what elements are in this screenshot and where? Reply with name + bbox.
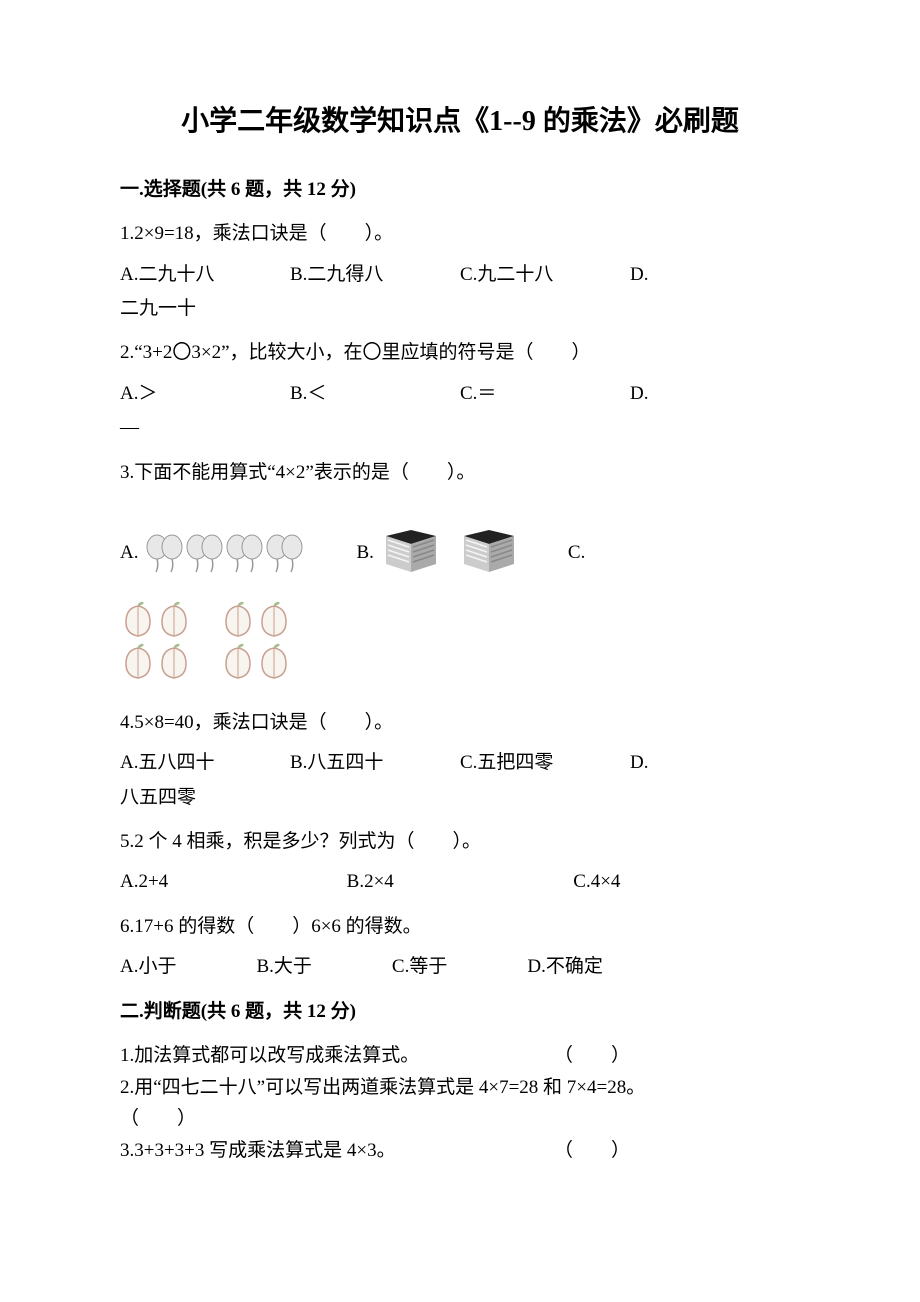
q1-opt-d: D. (630, 260, 800, 290)
s2-q2-text: 2.用“四七二十八”可以写出两道乘法算式是 4×7=28 和 7×4=28。 (120, 1077, 645, 1098)
q6-opt-c: C.等于 (392, 952, 447, 982)
q1-options: A.二九十八 B.二九得八 C.九二十八 D. 二九一十 (120, 260, 800, 325)
q2-opt-b: B.＜ (290, 379, 460, 409)
q1-opt-b: B.二九得八 (290, 260, 460, 290)
q3-text: 3.下面不能用算式“4×2”表示的是（ ）。 (120, 458, 800, 488)
s2-q2: 2.用“四七二十八”可以写出两道乘法算式是 4×7=28 和 7×4=28。 (120, 1073, 800, 1103)
s2-q3: 3.3+3+3+3 写成乘法算式是 4×3。 （ ） (120, 1136, 800, 1166)
peach-block-icon (120, 598, 800, 680)
s2-q1-text: 1.加法算式都可以改写成乘法算式。 (120, 1041, 419, 1071)
section1-header: 一.选择题(共 6 题，共 12 分) (120, 175, 800, 205)
q1-opt-c: C.九二十八 (460, 260, 630, 290)
section2-header: 二.判断题(共 6 题，共 12 分) (120, 997, 800, 1027)
q2-text: 2.“3+2〇3×2”，比较大小，在〇里应填的符号是（ ） (120, 338, 800, 368)
balloon-group-icon (146, 533, 306, 573)
q3-options: A. (120, 528, 800, 578)
q3-opt-c: C. (568, 538, 593, 568)
s2-q2-bracket-line: （ ） (120, 1104, 800, 1134)
q4-opt-d-wrap: 八五四零 (120, 783, 800, 813)
q3-opt-b-label: B. (356, 538, 373, 568)
q5-text: 5.2 个 4 相乘，积是多少？列式为（ ）。 (120, 827, 800, 857)
q4-options: A.五八四十 B.八五四十 C.五把四零 D. 八五四零 (120, 748, 800, 813)
q6-opt-b: B.大于 (256, 952, 311, 982)
q3-opt-a-label: A. (120, 538, 138, 568)
q4-opt-b: B.八五四十 (290, 748, 460, 778)
q1-opt-d-wrap: 二九一十 (120, 294, 800, 324)
q4-text: 4.5×8=40，乘法口诀是（ ）。 (120, 708, 800, 738)
q4-opt-c: C.五把四零 (460, 748, 630, 778)
q5-opt-c: C.4×4 (573, 867, 800, 897)
s2-q3-text: 3.3+3+3+3 写成乘法算式是 4×3。 (120, 1136, 396, 1166)
q6-opt-d: D.不确定 (527, 952, 602, 982)
q2-opt-c: C.＝ (460, 379, 630, 409)
q6-opt-a: A.小于 (120, 952, 176, 982)
book-group-icon (382, 528, 518, 578)
q2-opt-d: D. (630, 379, 800, 409)
q2-options: A.＞ B.＜ C.＝ D. — (120, 379, 800, 444)
s2-q2-bracket: （ ） (120, 1108, 196, 1129)
page-title: 小学二年级数学知识点《1--9 的乘法》必刷题 (120, 100, 800, 145)
q3-opt-c-label: C. (568, 538, 585, 568)
q6-text: 6.17+6 的得数（ ）6×6 的得数。 (120, 912, 800, 942)
q5-opt-a: A.2+4 (120, 867, 347, 897)
q2-opt-d-wrap: — (120, 413, 800, 443)
q2-opt-a: A.＞ (120, 379, 290, 409)
s2-q3-bracket: （ ） (554, 1136, 630, 1166)
q5-options: A.2+4 B.2×4 C.4×4 (120, 867, 800, 897)
q5-opt-b: B.2×4 (347, 867, 574, 897)
q1-text: 1.2×9=18，乘法口诀是（ ）。 (120, 219, 800, 249)
q4-opt-a: A.五八四十 (120, 748, 290, 778)
q1-opt-a: A.二九十八 (120, 260, 290, 290)
q6-options: A.小于 B.大于 C.等于 D.不确定 (120, 952, 800, 982)
q3-opt-b: B. (356, 528, 517, 578)
q3-opt-a: A. (120, 533, 306, 573)
s2-q1-bracket: （ ） (554, 1041, 630, 1071)
s2-q1: 1.加法算式都可以改写成乘法算式。 （ ） (120, 1041, 800, 1071)
q4-opt-d: D. (630, 748, 800, 778)
